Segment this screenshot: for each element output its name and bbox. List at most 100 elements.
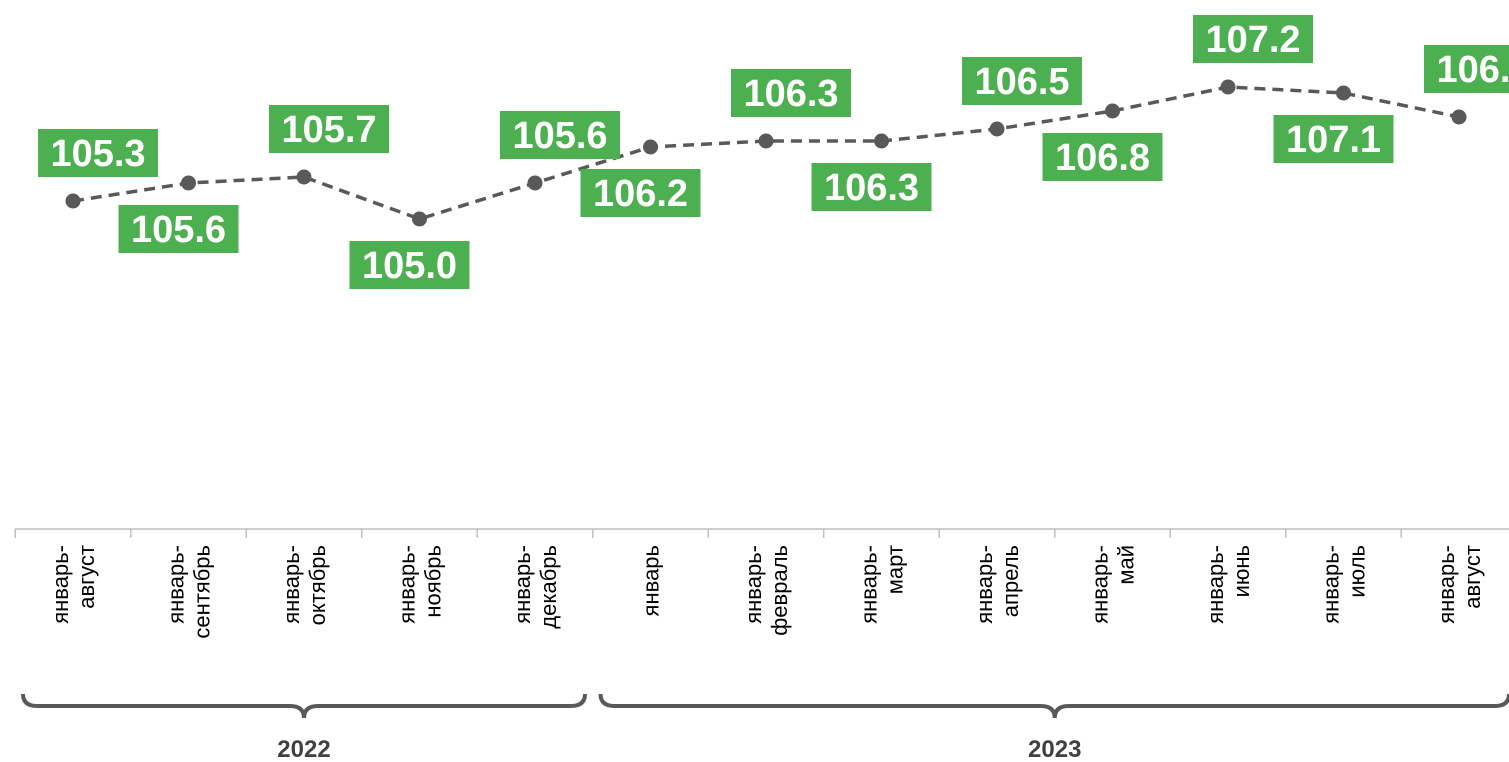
data-label-text: 106.3 xyxy=(743,73,838,115)
data-label-text: 105.3 xyxy=(50,133,145,175)
year-brace xyxy=(21,693,587,719)
x-tick-label-line: июль xyxy=(1345,545,1370,598)
year-brace xyxy=(598,693,1509,719)
data-labels: 105.3 105.6 105.7 105.0 105.6 106.2 106.3 106.3… xyxy=(38,15,1509,289)
x-tick-label-line: январь- xyxy=(857,545,882,624)
year-groups: 2022 2023 xyxy=(21,693,1509,762)
data-label: 106.3 xyxy=(811,163,932,211)
data-label-box xyxy=(962,57,1082,105)
data-label-box xyxy=(38,129,158,177)
x-tick-labels: январь-август январь-сентябрь январь-октяб… xyxy=(48,545,1485,639)
data-point xyxy=(643,139,658,155)
data-label: 106.5 xyxy=(962,57,1082,105)
x-tick-label-line: январь- xyxy=(395,545,420,624)
data-label-text: 107.2 xyxy=(1205,19,1300,61)
x-axis xyxy=(14,528,1509,538)
x-tick-label-line: январь- xyxy=(164,545,189,624)
x-tick-label-line: апрель xyxy=(998,545,1023,617)
x-tick-label-line: январь- xyxy=(510,545,535,624)
data-label-text: 106.8 xyxy=(1055,137,1150,179)
x-tick-label-line: август xyxy=(74,545,99,609)
series-line-layer xyxy=(65,79,1467,227)
x-tick-label: январь-июнь xyxy=(1203,545,1254,624)
data-label-box xyxy=(1424,45,1509,93)
x-tick-label: январь-ноябрь xyxy=(395,545,446,624)
x-tick-label: январь-март xyxy=(857,545,908,624)
data-point xyxy=(1220,79,1236,95)
data-point xyxy=(296,169,312,185)
x-tick-label: январь-октябрь xyxy=(279,545,330,625)
data-point xyxy=(1336,85,1351,101)
data-label: 106.8 xyxy=(1042,133,1163,181)
x-tick-label-line: декабрь xyxy=(536,545,561,629)
x-tick-label: январь-сентябрь xyxy=(164,545,215,639)
data-label-box xyxy=(349,241,470,289)
x-tick-label-line: июнь xyxy=(1229,545,1254,597)
data-label: 105.0 xyxy=(349,241,470,289)
data-point xyxy=(65,193,81,209)
data-label: 107.2 xyxy=(1193,15,1313,63)
x-tick-label-line: январь- xyxy=(1434,545,1459,624)
data-label-box xyxy=(118,205,239,253)
year-label: 2023 xyxy=(1028,736,1081,762)
x-tick-label-line: май xyxy=(1114,545,1139,585)
data-label-text: 105.6 xyxy=(512,115,607,157)
x-tick-label-line: январь- xyxy=(1203,545,1228,624)
data-point xyxy=(412,211,427,227)
x-tick-label: январь-август xyxy=(48,545,99,624)
year-label: 2022 xyxy=(277,736,330,762)
x-tick-label: январь-февраль xyxy=(741,545,792,636)
data-point xyxy=(874,133,889,149)
x-tick-label-line: январь- xyxy=(1319,545,1344,624)
data-point xyxy=(527,175,543,191)
data-label-text: 105.0 xyxy=(362,245,457,287)
data-label-text: 105.6 xyxy=(131,209,226,251)
data-label-box xyxy=(811,163,932,211)
x-tick-label: январь-апрель xyxy=(972,545,1023,624)
data-label-box xyxy=(1273,115,1394,163)
data-point xyxy=(181,175,196,191)
x-tick-label: январь-декабрь xyxy=(510,545,561,629)
x-tick-label-line: февраль xyxy=(767,545,792,636)
data-label-box xyxy=(1193,15,1313,63)
x-tick-label: январь-август xyxy=(1434,545,1485,624)
x-tick-label-line: сентябрь xyxy=(190,545,215,639)
data-label-box xyxy=(269,105,389,153)
x-tick-label-line: март xyxy=(883,545,908,594)
x-tick-label: январь-июль xyxy=(1319,545,1370,624)
data-point xyxy=(758,133,774,149)
data-label: 106.2 xyxy=(580,169,701,217)
x-tick-label-line: август xyxy=(1460,545,1485,609)
data-label-text: 106.7 xyxy=(1436,49,1509,91)
x-tick-label-line: январь- xyxy=(279,545,304,624)
x-tick-label-line: ноябрь xyxy=(421,545,446,618)
data-label-box xyxy=(580,169,701,217)
data-label: 105.3 xyxy=(38,129,158,177)
data-label: 107.1 xyxy=(1273,115,1394,163)
x-tick-label-line: октябрь xyxy=(305,545,330,625)
data-label-text: 106.2 xyxy=(593,173,688,215)
data-label: 105.6 xyxy=(500,111,620,159)
x-tick-label-line: январь xyxy=(639,545,664,616)
data-label: 106.3 xyxy=(731,69,851,117)
data-label-text: 107.1 xyxy=(1286,119,1381,161)
data-label-box xyxy=(500,111,620,159)
x-tick-label-line: январь- xyxy=(741,545,766,624)
data-point xyxy=(989,121,1005,137)
x-tick-label-line: январь- xyxy=(1088,545,1113,624)
x-tick-label: январь-май xyxy=(1088,545,1139,624)
data-label-text: 106.5 xyxy=(974,61,1069,103)
data-point xyxy=(1105,103,1120,119)
data-label: 105.6 xyxy=(118,205,239,253)
data-label-text: 106.3 xyxy=(824,167,919,209)
data-label: 106.7 xyxy=(1424,45,1509,93)
x-tick-label: январь xyxy=(639,545,664,616)
data-label: 105.7 xyxy=(269,105,389,153)
data-label-box xyxy=(731,69,851,117)
data-label-box xyxy=(1042,133,1163,181)
data-point xyxy=(1451,109,1467,125)
x-tick-label-line: январь- xyxy=(972,545,997,624)
x-tick-label-line: январь- xyxy=(48,545,73,624)
data-label-text: 105.7 xyxy=(281,109,376,151)
